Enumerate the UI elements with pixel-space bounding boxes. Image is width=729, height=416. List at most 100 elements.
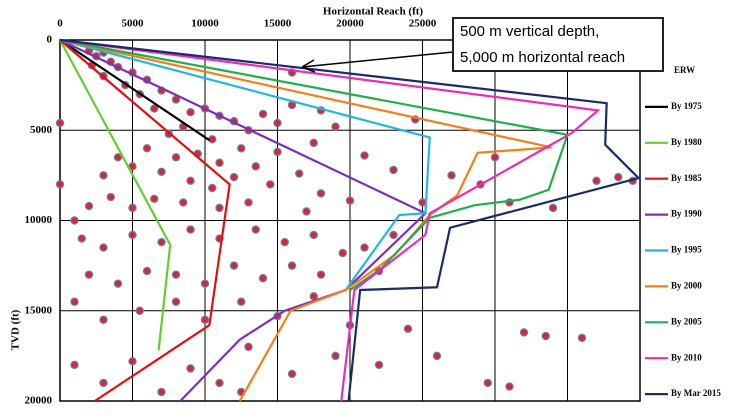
envelope-line [59,38,431,291]
x-tick-label: 20000 [336,18,364,30]
scatter-point [541,331,550,341]
scatter-point [113,279,123,288]
scatter-point [360,151,369,160]
scatter-point [106,192,115,202]
scatter-point [483,378,492,388]
scatter-point [77,234,86,243]
scatter-point [186,364,195,373]
scatter-point [84,270,94,279]
scatter-point [70,360,79,370]
scatter-point [171,297,181,306]
y-tick-label: 5000 [30,124,53,136]
scatter-point [55,118,65,128]
scatter-point [360,243,369,252]
scatter-point [150,194,159,204]
envelope-line [59,39,231,402]
plot-frame [59,39,641,402]
scatter-point [171,270,181,279]
scatter-point [99,171,108,180]
scatter-point [302,207,311,216]
scatter-point [490,153,500,162]
scatter-point [548,203,558,213]
scatter-point [237,297,246,306]
annotation-arrowhead [301,59,316,73]
scatter-point [403,324,413,333]
scatter-point [208,183,217,193]
scatter-point [135,306,144,315]
annotation-text: 500 m vertical depth, [460,23,599,40]
legend-label: By 2005 [671,316,702,326]
scatter-point [295,169,304,178]
scatter-point [258,274,268,283]
envelope-line [59,38,569,291]
scatter-point [157,237,166,247]
annotation-box [452,17,664,72]
envelope-line [59,38,641,402]
scatter-point [186,176,195,185]
x-tick-label: 15000 [264,18,292,30]
scatter-point [150,104,159,113]
scatter-point [258,109,268,119]
scatter-point [237,144,246,153]
scatter-point [244,198,253,207]
legend-label: ERW [674,65,695,75]
legend-label: By 1985 [671,173,702,183]
legend-label: By 2010 [671,352,702,362]
scatter-point [186,225,195,234]
x-tick-label: 10000 [191,18,219,30]
scatter-point [215,203,224,213]
scatter-point [447,171,456,180]
scatter-point [345,196,355,205]
scatter-point [70,297,79,306]
scatter-point [157,387,166,397]
annotation-arrow [301,51,454,68]
y-tick-label: 0 [47,34,53,46]
x-tick-label: 25000 [409,18,437,30]
legend-label: By 1995 [671,245,702,255]
scatter-point [338,248,347,258]
y-tick-label: 15000 [25,304,53,316]
y-tick-label: 10000 [25,214,53,226]
scatter-point [99,243,108,252]
scatter-point [215,378,224,388]
scatter-point [171,153,181,162]
scatter-point [128,357,137,366]
scatter-point [273,147,282,157]
envelope-line [59,39,172,351]
scatter-point [266,180,275,189]
envelope-line [59,38,601,402]
scatter-point [287,369,297,379]
scatter-point [244,342,253,352]
scatter-point [179,198,188,207]
scatter-point [280,237,289,247]
scatter-point [316,189,326,198]
legend-label: By 1975 [671,101,702,111]
x-tick-label: 0 [57,18,63,30]
scatter-point [251,225,260,234]
scatter-point [128,203,137,213]
scatter-point [389,230,398,240]
scatter-point [128,230,137,240]
scatter-point [614,172,623,182]
scatter-point [309,138,318,148]
scatter-point [142,266,152,276]
scatter-point [389,165,398,175]
scatter-point [577,333,587,343]
legend-label: By Mar 2015 [671,388,721,398]
x-axis-title: Horizontal Reach (ft) [323,6,424,18]
scatter-point [519,328,529,337]
legend-label: By 1980 [671,137,702,147]
scatter-point [316,270,326,279]
scatter-point [287,261,297,270]
scatter-point [55,180,65,189]
y-tick-label: 20000 [25,395,53,407]
scatter-point [309,230,318,240]
scatter-point [99,315,108,324]
scatter-point [331,351,340,361]
scatter-point [215,158,224,167]
scatter-point [200,279,210,288]
scatter-point [157,167,166,176]
scatter-point [142,144,152,153]
scatter-point [229,172,239,182]
